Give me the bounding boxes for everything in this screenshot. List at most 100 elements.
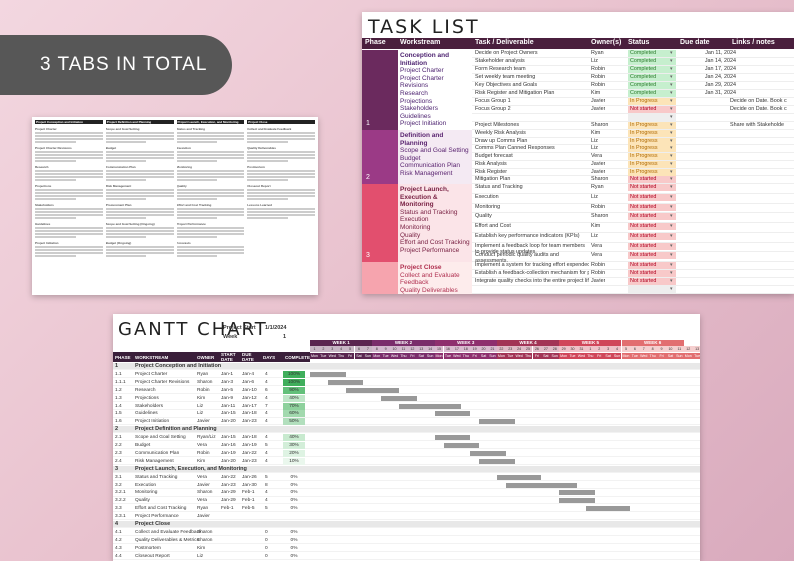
status-dropdown[interactable]	[628, 286, 676, 293]
chevron-down-icon[interactable]: ▾	[670, 168, 673, 175]
gantt-start-cell: Jan-3	[221, 379, 233, 385]
status-dropdown[interactable]: Completed	[628, 66, 676, 73]
chevron-down-icon[interactable]: ▾	[670, 262, 673, 268]
chevron-down-icon[interactable]: ▾	[670, 184, 673, 190]
gantt-days-cell: 7	[265, 403, 268, 409]
status-dropdown[interactable]: Not started	[628, 242, 676, 250]
status-dropdown[interactable]: In Progress	[628, 137, 676, 145]
owner-cell: Liz	[591, 193, 598, 200]
day-number: 27	[541, 346, 551, 352]
overview-text-line	[247, 157, 315, 159]
status-dropdown[interactable]: Not started	[628, 176, 676, 184]
gantt-phase-cell: 1.5	[115, 411, 122, 417]
chevron-down-icon[interactable]: ▾	[670, 90, 673, 96]
task-list-header-row: Phase Workstream Task / Deliverable Owne…	[362, 38, 794, 49]
percent-complete-cell: 0%	[290, 482, 298, 488]
status-dropdown[interactable]: Not started	[628, 106, 676, 113]
overview-text-line	[247, 173, 315, 175]
chevron-down-icon[interactable]: ▾	[670, 232, 673, 239]
chevron-down-icon[interactable]: ▾	[670, 98, 673, 104]
status-dropdown[interactable]: Not started	[628, 213, 676, 221]
day-number: 24	[514, 346, 524, 352]
status-dropdown[interactable]: Not started	[628, 184, 676, 191]
chevron-down-icon[interactable]: ▾	[670, 145, 673, 152]
gantt-name-cell: Project Initiation	[135, 419, 170, 425]
chevron-down-icon[interactable]: ▾	[670, 286, 673, 292]
chevron-down-icon[interactable]: ▾	[670, 50, 673, 56]
task-row: Project Milestones Sharon In Progress ▾ Shar…	[472, 122, 794, 130]
gantt-phase-cell: 2.1	[115, 435, 122, 441]
chevron-down-icon[interactable]: ▾	[670, 270, 673, 276]
status-dropdown[interactable]: Not started	[628, 223, 676, 230]
gantt-days-cell: 4	[265, 379, 268, 385]
gantt-owner-cell: Liz	[197, 403, 204, 409]
status-dropdown[interactable]: Completed	[628, 90, 676, 97]
header-task: Task / Deliverable	[475, 39, 534, 46]
overview-item-title: Project Initiation	[35, 241, 59, 245]
status-dropdown[interactable]: Not started	[628, 262, 676, 269]
status-dropdown[interactable]: In Progress	[628, 168, 676, 176]
chevron-down-icon[interactable]: ▾	[670, 82, 673, 88]
project-start-value: 1/1/2024	[265, 325, 287, 331]
workstream-cell: Project Launch, Execution & Monitoring St…	[398, 184, 472, 262]
gantt-task-row: 4.4 Closeout Report Liz 0 0%	[113, 553, 700, 560]
chevron-down-icon[interactable]: ▾	[670, 242, 673, 249]
workstream-label: Risk Management	[400, 169, 453, 177]
chevron-down-icon[interactable]: ▾	[670, 122, 673, 128]
chevron-down-icon[interactable]: ▾	[670, 252, 673, 259]
task-row: Draw up Comms Plan Liz In Progress ▾	[472, 137, 794, 146]
chevron-down-icon[interactable]: ▾	[670, 130, 673, 136]
chevron-down-icon[interactable]: ▾	[670, 153, 673, 160]
task-cell: Establish a feedback-collection mechanis…	[475, 270, 589, 276]
gantt-days-cell: 4	[265, 490, 268, 496]
status-dropdown[interactable]: Completed	[628, 74, 676, 81]
day-number: 13	[416, 346, 426, 352]
chevron-down-icon[interactable]: ▾	[670, 137, 673, 144]
overview-text-line	[35, 151, 103, 153]
status-dropdown[interactable]: Not started	[628, 270, 676, 277]
status-dropdown[interactable]: Not started	[628, 252, 676, 260]
chevron-down-icon[interactable]: ▾	[670, 58, 673, 64]
status-dropdown[interactable]: In Progress	[628, 130, 676, 137]
status-dropdown[interactable]: In Progress	[628, 122, 676, 129]
chevron-down-icon[interactable]: ▾	[670, 223, 673, 229]
gantt-due-cell: Jan-19	[242, 443, 257, 448]
chevron-down-icon[interactable]: ▾	[670, 203, 673, 210]
status-dropdown[interactable]: Not started	[628, 193, 676, 201]
status-dropdown[interactable]: In Progress	[628, 98, 676, 105]
task-row: ▾	[472, 286, 794, 294]
day-number: 5	[345, 346, 355, 352]
day-number: 1	[585, 346, 595, 352]
overview-text-line	[35, 249, 103, 251]
task-row: Implement a feedback loop for team membe…	[472, 242, 794, 255]
gantt-name-cell: Monitoring	[135, 490, 158, 496]
chevron-down-icon[interactable]: ▾	[670, 193, 673, 200]
chevron-down-icon[interactable]: ▾	[670, 278, 673, 284]
chevron-down-icon[interactable]: ▾	[670, 160, 673, 167]
day-name: Fri	[407, 353, 417, 359]
gantt-start-cell: Jan-22	[221, 474, 236, 480]
status-dropdown[interactable]: In Progress	[628, 160, 676, 168]
chevron-down-icon[interactable]: ▾	[670, 114, 673, 120]
day-name: Mon	[621, 353, 631, 359]
status-dropdown[interactable]: In Progress	[628, 153, 676, 161]
chevron-down-icon[interactable]: ▾	[670, 74, 673, 80]
chevron-down-icon[interactable]: ▾	[670, 213, 673, 220]
status-dropdown[interactable]: Completed	[628, 58, 676, 65]
status-dropdown[interactable]: In Progress	[628, 145, 676, 153]
owner-cell: Robin	[591, 82, 606, 88]
chevron-down-icon[interactable]: ▾	[670, 106, 673, 112]
status-dropdown[interactable]: Not started	[628, 203, 676, 211]
status-dropdown[interactable]: Completed	[628, 82, 676, 89]
chevron-down-icon[interactable]: ▾	[670, 66, 673, 72]
chevron-down-icon[interactable]: ▾	[670, 176, 673, 183]
overview-item-title: Forecasts	[176, 241, 191, 245]
day-number: 30	[568, 346, 577, 352]
status-dropdown[interactable]: Not started	[628, 278, 676, 285]
status-dropdown[interactable]: Completed	[628, 50, 676, 57]
percent-complete-cell: 50%	[283, 418, 305, 426]
overview-text-line	[35, 192, 103, 194]
status-dropdown[interactable]	[628, 114, 676, 121]
overview-text-line	[176, 173, 245, 175]
status-dropdown[interactable]: Not started	[628, 232, 676, 240]
